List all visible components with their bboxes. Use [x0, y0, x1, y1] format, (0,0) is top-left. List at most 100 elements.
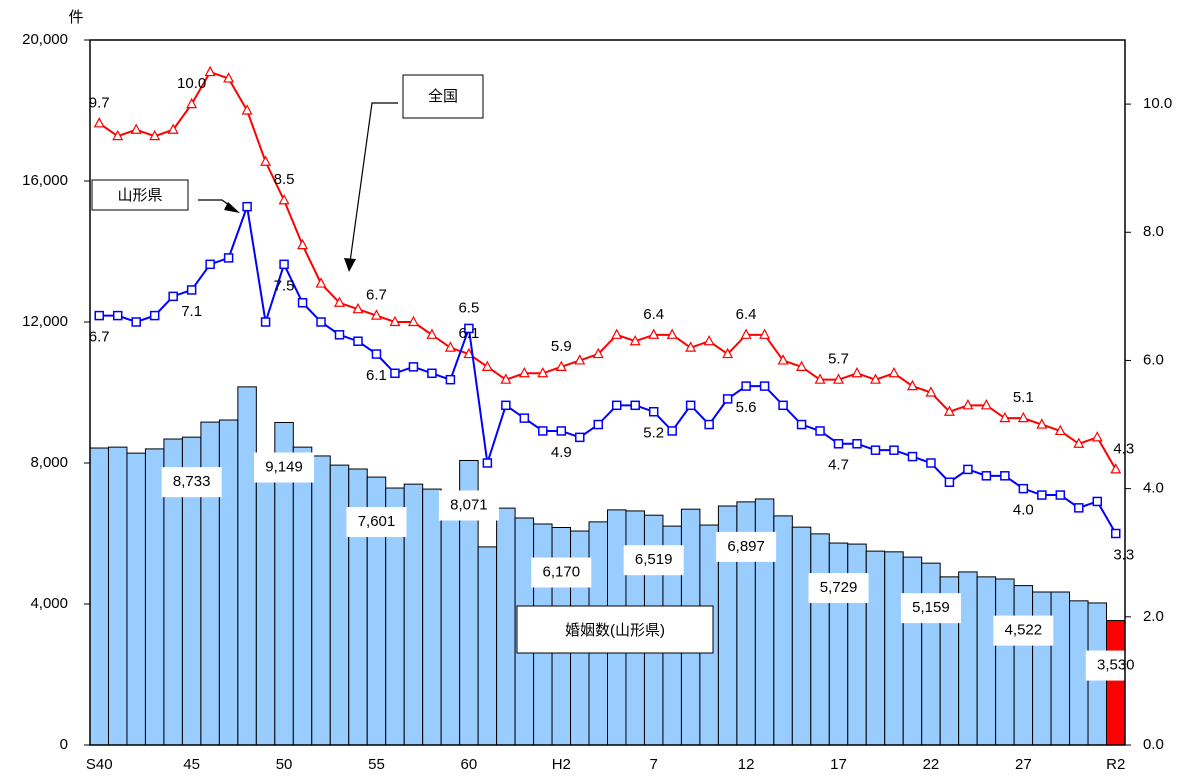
y-axis-unit: 件 — [68, 9, 83, 26]
marker — [870, 445, 881, 455]
annotation-box — [402, 74, 484, 119]
bar — [496, 507, 516, 746]
marker — [555, 360, 567, 371]
marker — [316, 317, 326, 327]
marker — [500, 373, 512, 384]
marker — [630, 400, 640, 411]
marker — [1017, 411, 1029, 423]
marker — [575, 432, 585, 443]
marker — [1110, 463, 1122, 474]
line — [98, 70, 1117, 470]
bar — [477, 546, 498, 746]
data-label: 5.2 — [643, 425, 664, 442]
marker — [315, 277, 327, 288]
bar — [218, 419, 239, 746]
marker — [389, 315, 401, 327]
data-label: 6.5 — [458, 299, 479, 316]
bar — [89, 447, 109, 746]
marker — [925, 386, 937, 397]
marker — [519, 413, 530, 423]
data-label: 5.1 — [1013, 389, 1034, 406]
marker — [260, 317, 271, 327]
data-label: 5,159 — [912, 599, 950, 616]
data-label: 4.9 — [551, 444, 572, 461]
y-tick-label: 20,000 — [22, 31, 68, 48]
marker — [130, 123, 142, 134]
data-label-box — [993, 615, 1054, 646]
marker — [815, 426, 825, 436]
marker — [1054, 424, 1066, 436]
y2-tick-label: 0.0 — [1143, 736, 1164, 753]
data-label: 6.4 — [736, 306, 757, 323]
y2-tick-label: 4.0 — [1143, 480, 1164, 497]
marker — [556, 426, 567, 436]
bar — [144, 448, 165, 746]
bar — [958, 571, 978, 746]
marker — [963, 464, 973, 475]
bar — [773, 515, 793, 746]
bar — [440, 491, 461, 746]
marker — [593, 419, 604, 430]
data-label: 6,897 — [727, 538, 765, 555]
bar — [902, 556, 923, 746]
marker — [426, 328, 438, 339]
x-tick-label: H2 — [552, 756, 571, 773]
marker — [611, 328, 623, 339]
x-tick-label: S40 — [86, 756, 113, 773]
marker — [408, 362, 419, 372]
marker — [223, 72, 235, 83]
marker — [278, 193, 290, 205]
bar — [1013, 585, 1034, 746]
x-tick-label: 55 — [368, 756, 385, 773]
data-label: 8.5 — [274, 171, 295, 188]
data-label: 4.7 — [828, 457, 849, 474]
bar — [884, 551, 904, 746]
bar — [865, 550, 886, 746]
data-label: 9,149 — [265, 458, 303, 475]
data-label: 9.7 — [89, 94, 110, 111]
data-label: 6.7 — [89, 329, 110, 346]
marker — [186, 285, 197, 295]
marker — [851, 366, 863, 378]
marker — [740, 328, 752, 339]
data-label: 6.7 — [366, 287, 387, 304]
marker — [907, 451, 918, 462]
x-tick-label: 12 — [738, 756, 755, 773]
data-label-box — [716, 531, 777, 562]
data-label: 3.3 — [1113, 546, 1134, 563]
marker — [427, 368, 437, 379]
marker — [648, 328, 660, 339]
y-tick-label: 8,000 — [30, 454, 68, 471]
marker — [962, 399, 974, 410]
x-tick-label: 50 — [276, 756, 293, 773]
marker — [852, 439, 862, 449]
marker — [722, 394, 733, 404]
marker — [390, 368, 400, 379]
marker — [205, 259, 215, 270]
marker — [667, 426, 677, 436]
marker — [149, 310, 160, 321]
x-tick-label: 45 — [183, 756, 200, 773]
marker — [444, 341, 456, 352]
data-label: 8,733 — [173, 473, 211, 490]
marker — [1092, 496, 1103, 507]
data-label: 5,729 — [820, 579, 858, 596]
marker — [131, 317, 141, 327]
marker — [980, 399, 992, 410]
bar — [1050, 591, 1071, 746]
marker — [833, 439, 844, 449]
marker — [464, 323, 474, 334]
bar — [311, 455, 331, 746]
bar — [810, 533, 830, 746]
bar — [255, 462, 276, 746]
marker — [352, 302, 364, 314]
series-label: 山形県 — [117, 187, 162, 204]
x-tick-label: 27 — [1015, 756, 1032, 773]
data-label-box — [1085, 650, 1146, 681]
marker — [1036, 418, 1048, 429]
marker — [518, 366, 530, 378]
marker — [482, 458, 493, 468]
marker — [869, 373, 881, 384]
marker — [537, 366, 549, 378]
